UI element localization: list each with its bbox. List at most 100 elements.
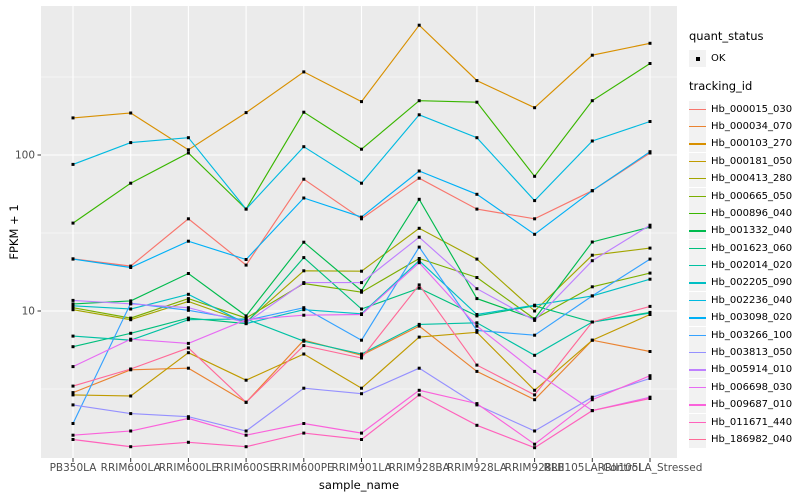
data-point-Hb_002205_090-RRIM600PE	[302, 308, 306, 312]
data-point-Hb_002014_020-RRIM901LA	[360, 352, 363, 356]
data-point-Hb_003098_020-RRIM928LB	[533, 232, 537, 236]
x-tick-label-RRIM901LA: RRIM901LA	[331, 462, 392, 474]
plot-panel	[41, 6, 677, 458]
legend-item-Hb_003266_100: Hb_003266_100	[689, 326, 799, 344]
legend-item-Hb_001332_040: Hb_001332_040	[689, 222, 799, 240]
legend-item-label: Hb_003813_050	[711, 347, 793, 359]
data-point-Hb_000896_040-RRIM600LE	[186, 151, 190, 155]
data-point-Hb_000665_050-RRII105LA_Control	[590, 285, 594, 289]
legend-item-label: Hb_001623_060	[711, 242, 793, 254]
data-point-Hb_005914_010-RRIM928LB	[533, 318, 537, 322]
legend-key-line-icon	[689, 108, 706, 110]
data-point-Hb_003266_100-RRIM928LA	[475, 329, 479, 332]
legend-item-Hb_000665_050: Hb_000665_050	[689, 187, 799, 205]
legend-item-label: Hb_001332_040	[711, 225, 793, 237]
legend-key-Hb_003813_050	[689, 344, 706, 362]
data-point-Hb_006698_030-RRIM600PE	[302, 313, 306, 317]
data-point-Hb_001332_040-RRIM600LA	[129, 299, 133, 303]
data-point-Hb_003813_050-RRIM600SE	[244, 429, 248, 433]
legend-item-Hb_000413_280: Hb_000413_280	[689, 170, 799, 188]
data-point-Hb_006698_030-RRIM600LE	[186, 341, 190, 345]
legend-item-label: Hb_000181_050	[711, 155, 793, 167]
data-point-Hb_186982_040-RRIM600LA	[129, 367, 133, 371]
data-point-Hb_000181_050-RRIM901LA	[360, 386, 363, 390]
legend-item-Hb_009687_010: Hb_009687_010	[689, 396, 799, 414]
data-point-Hb_002205_090-PB350LA	[71, 304, 75, 308]
legend-key-line-icon	[689, 195, 706, 197]
data-point-Hb_000896_040-RRII105LA_Control	[590, 99, 594, 103]
data-point-Hb_009687_010-RRIM600PE	[302, 422, 306, 425]
legend-key-line-icon	[689, 299, 706, 302]
data-point-Hb_011671_440-RRII105LA_Stressed	[648, 397, 652, 400]
data-point-Hb_001623_060-RRIM600LE	[186, 316, 190, 320]
legend-title-tracking-id: tracking_id	[689, 79, 753, 94]
data-point-Hb_002236_040-RRIM901LA	[360, 181, 363, 185]
data-point-Hb_006698_030-RRIM928BA	[417, 261, 421, 265]
data-point-Hb_002236_040-RRIM928LA	[475, 136, 479, 140]
data-point-Hb_005914_010-RRIM600LE	[186, 306, 190, 310]
data-point-Hb_000896_040-PB350LA	[71, 221, 75, 225]
data-point-Hb_003813_050-PB350LA	[71, 403, 75, 407]
data-point-Hb_000665_050-RRIM928BA	[417, 257, 421, 260]
data-point-Hb_000896_040-RRIM928LA	[475, 100, 479, 104]
data-point-Hb_006698_030-RRIM901LA	[360, 313, 363, 316]
data-point-Hb_001332_040-RRIM928BA	[417, 197, 421, 201]
data-point-Hb_000034_070-RRIM928LA	[475, 369, 479, 373]
data-point-Hb_003266_100-RRIM928BA	[417, 245, 421, 249]
data-point-Hb_002236_040-RRII105LA_Stressed	[648, 120, 652, 123]
data-point-Hb_009687_010-RRIM600LA	[129, 429, 133, 433]
data-point-Hb_000413_280-RRIM600LE	[186, 300, 190, 303]
data-point-Hb_001623_060-RRIM901LA	[360, 307, 363, 311]
data-point-Hb_003098_020-RRII105LA_Stressed	[648, 150, 652, 154]
data-point-Hb_002205_090-RRIM928LA	[475, 313, 479, 316]
data-point-Hb_000103_270-RRIM600SE	[244, 111, 248, 115]
data-point-Hb_005914_010-RRIM600SE	[244, 321, 248, 325]
data-point-Hb_186982_040-RRIM901LA	[360, 356, 363, 360]
data-point-Hb_000181_050-RRII105LA_Control	[590, 338, 594, 342]
legend-item-label: OK	[711, 53, 726, 65]
data-point-Hb_186982_040-RRIM600PE	[302, 344, 306, 348]
data-point-Hb_003266_100-RRIM600PE	[302, 306, 306, 310]
legend-key-line-icon	[689, 439, 706, 441]
legend-item-Hb_000034_070: Hb_000034_070	[689, 117, 799, 135]
legend-key-Hb_001332_040	[689, 222, 706, 240]
data-point-Hb_003266_100-PB350LA	[71, 422, 75, 425]
data-point-Hb_009687_010-RRIM600SE	[244, 433, 248, 437]
data-point-Hb_000413_280-RRII105LA_Stressed	[648, 246, 652, 250]
legend-title-quant-status: quant_status	[689, 29, 764, 43]
legend-key-Hb_001623_060	[689, 239, 706, 257]
data-point-Hb_186982_040-RRIM600LE	[186, 346, 190, 350]
data-point-Hb_001332_040-PB350LA	[71, 302, 75, 306]
data-point-Hb_000034_070-RRII105LA_Stressed	[648, 350, 652, 353]
data-point-Hb_000015_030-RRIM928LB	[533, 217, 537, 221]
data-point-Hb_000896_040-RRIM901LA	[360, 147, 363, 151]
data-point-Hb_001332_040-RRIM928LA	[475, 297, 479, 301]
data-point-Hb_186982_040-RRIM928LB	[533, 393, 537, 397]
legend-key-line-icon	[689, 178, 706, 180]
data-point-Hb_000665_050-RRII105LA_Stressed	[648, 271, 652, 275]
data-point-Hb_000103_270-RRIM600LA	[129, 111, 133, 115]
data-point-Hb_001623_060-RRIM928BA	[417, 286, 421, 290]
data-point-Hb_002014_020-RRIM928LA	[475, 321, 479, 325]
data-point-Hb_000413_280-RRIM928BA	[417, 226, 421, 230]
data-point-Hb_186982_040-RRIM600SE	[244, 400, 248, 404]
legend-key-line-icon	[689, 247, 706, 249]
data-point-Hb_002236_040-RRIM928BA	[417, 113, 421, 117]
data-point-Hb_002014_020-RRII105LA_Stressed	[648, 311, 652, 315]
legend-key-line-icon	[689, 421, 706, 423]
data-point-Hb_002205_090-RRIM600LE	[186, 292, 190, 296]
data-point-Hb_005914_010-PB350LA	[71, 298, 75, 302]
data-point-Hb_000181_050-RRIM928LB	[533, 388, 537, 392]
data-point-Hb_000103_270-RRII105LA_Stressed	[648, 41, 652, 45]
data-point-Hb_000413_280-RRIM600PE	[302, 269, 306, 273]
legend-key-Hb_000413_280	[689, 170, 706, 188]
legend-key-Hb_186982_040	[689, 431, 706, 448]
legend-key-line-icon	[689, 230, 706, 232]
x-tick-label-RRIM600SE: RRIM600SE	[216, 462, 276, 474]
legend-item-label: Hb_005914_010	[711, 364, 793, 376]
data-point-Hb_011671_440-RRIM600PE	[302, 431, 306, 435]
data-point-Hb_003098_020-RRIM600LE	[186, 239, 190, 243]
legend-item-label: Hb_011671_440	[711, 416, 793, 428]
data-point-Hb_001332_040-RRIM600LE	[186, 272, 190, 275]
legend-key-line-icon	[689, 369, 706, 371]
